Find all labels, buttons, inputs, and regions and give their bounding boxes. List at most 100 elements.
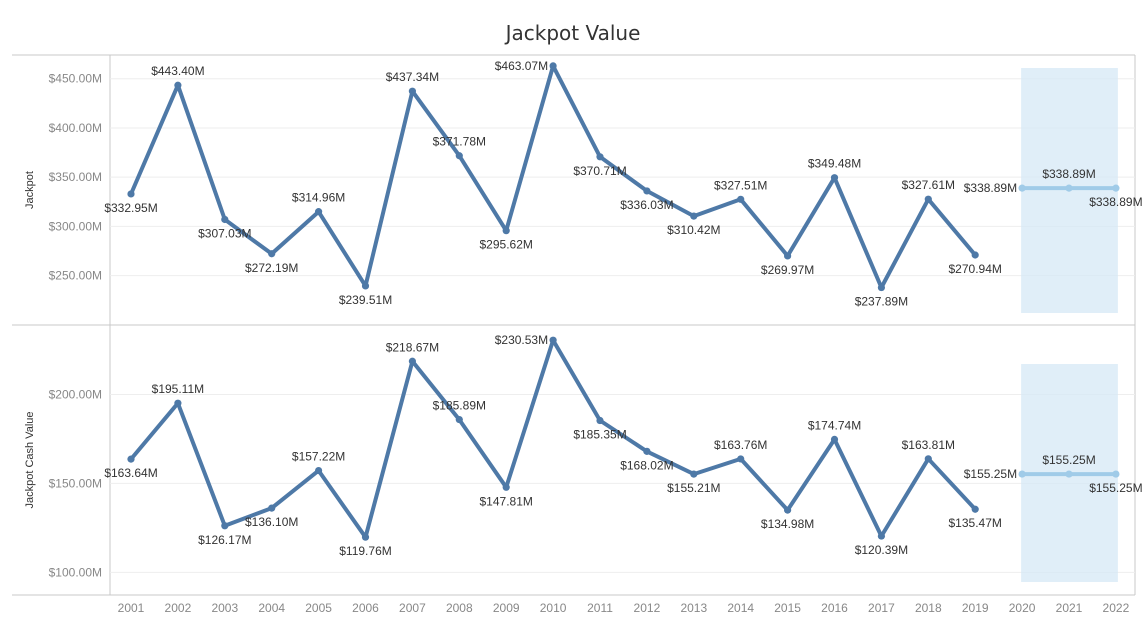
actual-data-label: $174.74M [808, 418, 861, 432]
y-axis-titles: Jackpot Jackpot Cash Value [24, 171, 36, 508]
actual-point [455, 415, 463, 424]
actual-point [971, 251, 979, 259]
pane-frames [12, 54, 1136, 596]
y-tick-label: $100.00M [49, 565, 102, 579]
forecast-point [1065, 470, 1073, 478]
x-tick-label: 2009 [493, 601, 520, 615]
x-tick-label: 2003 [211, 601, 238, 615]
actual-data-label: $135.47M [949, 516, 1002, 530]
x-tick-label: 2013 [680, 601, 707, 615]
series-points [127, 62, 1120, 541]
actual-point [690, 470, 698, 478]
actual-point [408, 357, 416, 365]
actual-data-label: $126.17M [198, 533, 251, 547]
chart-title: Jackpot Value [504, 21, 641, 45]
actual-data-label: $155.21M [667, 481, 720, 495]
actual-data-label: $157.22M [292, 450, 345, 464]
actual-data-label: $336.03M [620, 198, 673, 212]
x-tick-label: 2006 [352, 601, 379, 615]
y-tick-label: $450.00M [49, 72, 102, 86]
x-tick-label: 2001 [118, 601, 145, 615]
actual-data-label: $239.51M [339, 293, 392, 307]
actual-point [643, 187, 651, 195]
x-tick-label: 2021 [1056, 601, 1083, 615]
actual-point [502, 227, 510, 235]
actual-data-label: $327.51M [714, 178, 767, 192]
actual-point [924, 195, 932, 203]
y-tick-label: $350.00M [49, 170, 102, 184]
x-tick-label: 2014 [727, 601, 754, 615]
actual-data-label: $237.89M [855, 295, 908, 309]
actual-data-label: $120.39M [855, 543, 908, 557]
actual-point [408, 87, 416, 95]
actual-point [596, 153, 604, 161]
forecast-data-label: $338.89M [1089, 195, 1142, 209]
actual-point [315, 466, 323, 475]
x-tick-label: 2002 [165, 601, 192, 615]
x-tick-label: 2018 [915, 601, 942, 615]
actual-point [221, 522, 229, 530]
actual-data-label: $163.76M [714, 438, 767, 452]
actual-data-label: $218.67M [386, 340, 439, 354]
actual-point [361, 533, 370, 541]
actual-point [502, 483, 510, 491]
forecast-point [1018, 470, 1026, 478]
actual-data-label: $370.71M [573, 164, 626, 178]
y-tick-label: $400.00M [49, 121, 102, 135]
x-axis-ticks: 2001 2002 2003 2004 2005 2006 2007 2008 2009 2010… [118, 601, 1130, 615]
actual-data-label: $195.11M [152, 382, 204, 396]
actual-point [127, 455, 135, 463]
actual-line [129, 338, 978, 540]
forecast-point [1065, 184, 1073, 192]
x-tick-label: 2005 [305, 601, 332, 615]
actual-point [268, 250, 276, 258]
actual-data-label: $314.96M [292, 191, 345, 205]
x-tick-label: 2012 [634, 601, 661, 615]
actual-data-label: $134.98M [761, 517, 814, 531]
actual-data-label: $310.42M [667, 223, 720, 237]
x-tick-label: 2017 [868, 601, 895, 615]
actual-data-label: $185.35M [573, 428, 626, 442]
forecast-data-label: $155.25M [964, 467, 1017, 481]
actual-point [877, 532, 886, 540]
x-tick-label: 2015 [774, 601, 801, 615]
y-tick-label: $150.00M [49, 476, 102, 490]
y-axis-title: Jackpot [24, 171, 36, 209]
x-tick-label: 2010 [540, 601, 567, 615]
actual-data-label: $163.64M [104, 466, 157, 480]
actual-point [643, 447, 651, 455]
actual-data-label: $185.89M [433, 399, 486, 413]
actual-point [924, 455, 932, 463]
actual-data-label: $332.95M [104, 201, 157, 215]
actual-data-label: $119.76M [339, 544, 391, 558]
forecast-data-label: $155.25M [1042, 453, 1095, 467]
gridlines [110, 78, 1135, 573]
actual-data-label: $147.81M [480, 494, 533, 508]
actual-data-label: $168.02M [620, 458, 673, 472]
actual-data-label: $295.62M [480, 238, 533, 252]
x-tick-label: 2008 [446, 601, 473, 615]
data-labels: $332.95M $443.40M $307.03M $272.19M $314.96M… [104, 59, 1142, 558]
actual-data-label: $136.10M [245, 515, 298, 529]
actual-point [596, 416, 604, 425]
actual-point [830, 174, 839, 182]
x-tick-label: 2016 [821, 601, 848, 615]
actual-point [737, 455, 745, 463]
actual-data-label: $163.81M [902, 438, 955, 452]
actual-point [549, 336, 557, 344]
actual-point [690, 212, 698, 220]
forecast-data-label: $338.89M [964, 181, 1017, 195]
actual-data-label: $270.94M [949, 262, 1002, 276]
actual-data-label: $327.61M [902, 178, 955, 192]
actual-point [174, 81, 182, 89]
y-axis-title: Jackpot Cash Value [24, 411, 36, 508]
actual-point [221, 215, 229, 224]
actual-point [315, 208, 323, 216]
forecast-data-label: $155.25M [1089, 481, 1142, 495]
forecast-data-label: $338.89M [1042, 167, 1095, 181]
x-tick-label: 2019 [962, 601, 989, 615]
actual-data-label: $443.40M [151, 64, 204, 78]
actual-point [361, 282, 370, 290]
